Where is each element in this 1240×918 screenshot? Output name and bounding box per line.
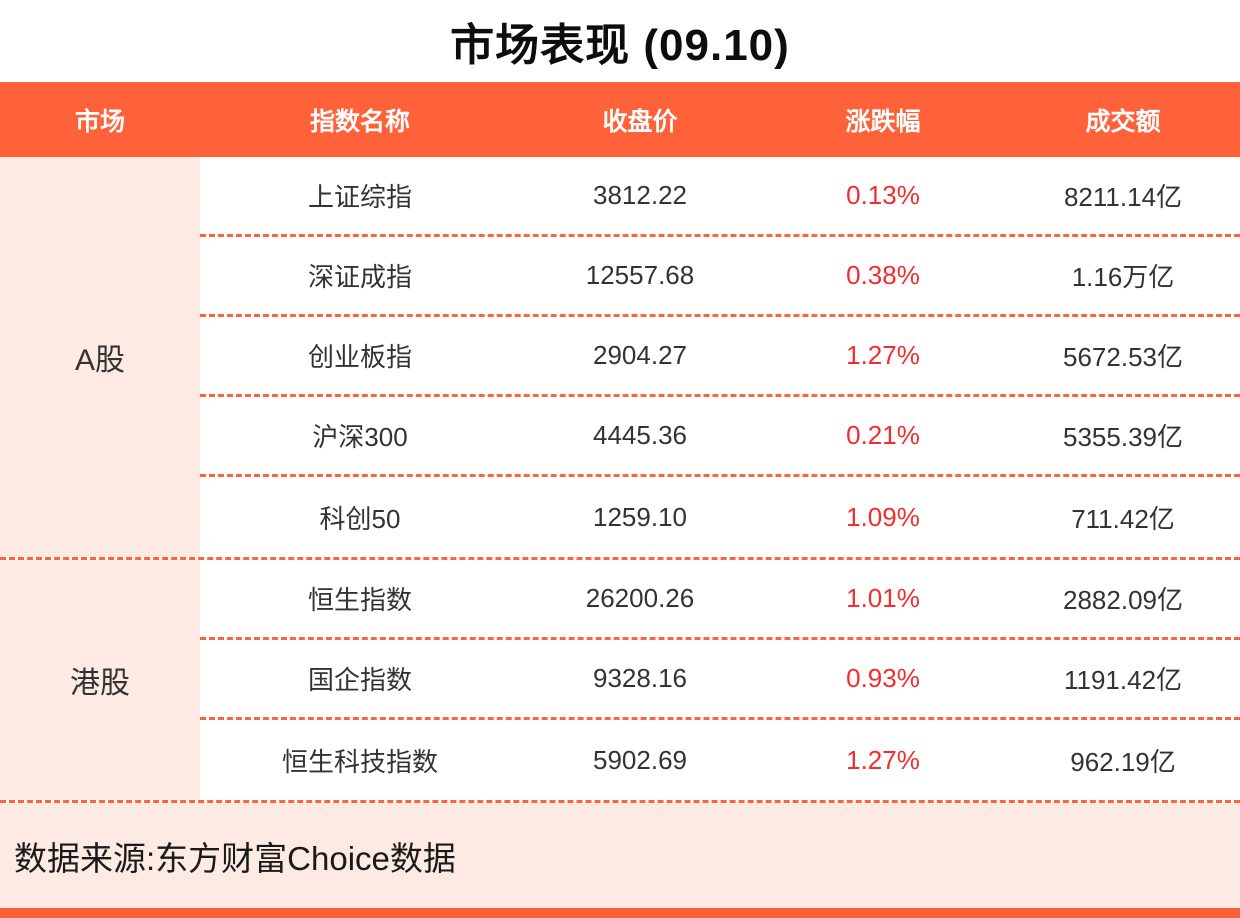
index-name-cell: 创业板指 xyxy=(307,342,412,372)
index-name-cell: 恒生指数 xyxy=(307,585,412,615)
index-name-cell: 恒生科技指数 xyxy=(281,746,438,777)
turnover-cell: 5355.39亿 xyxy=(1063,422,1183,452)
table-row: 恒生科技指数 5902.69 1.27% 962.19亿 xyxy=(200,720,1240,800)
turnover-cell: 962.19亿 xyxy=(1070,746,1176,777)
bottom-accent-bar xyxy=(0,908,1240,918)
change-percent-cell: 1.27% xyxy=(846,340,920,370)
index-name-cell: 沪深300 xyxy=(312,422,408,452)
index-name-cell: 国企指数 xyxy=(307,665,412,695)
close-price-cell: 12557.68 xyxy=(585,260,695,290)
close-price-cell: 3812.22 xyxy=(593,180,687,210)
close-price-cell: 4445.36 xyxy=(593,420,687,450)
header-change-percent: 涨跌幅 xyxy=(845,107,921,136)
table-row: 国企指数 9328.16 0.93% 1191.42亿 xyxy=(200,640,1240,720)
turnover-cell: 1191.42亿 xyxy=(1063,665,1183,695)
close-price-cell: 9328.16 xyxy=(593,663,687,693)
a-shares-rows: 上证综指 3812.22 0.13% 8211.14亿 深证成指 12557.6… xyxy=(200,157,1240,557)
market-group-a-shares: A股 上证综指 3812.22 0.13% 8211.14亿 深证成指 1255… xyxy=(0,157,1240,560)
table-row: 科创50 1259.10 1.09% 711.42亿 xyxy=(200,477,1240,557)
close-price-cell: 2904.27 xyxy=(593,340,687,370)
change-percent-cell: 1.27% xyxy=(846,744,920,775)
change-percent-cell: 1.01% xyxy=(846,583,920,613)
table-row: 深证成指 12557.68 0.38% 1.16万亿 xyxy=(200,237,1240,317)
change-percent-cell: 0.13% xyxy=(846,180,920,210)
market-label-a-shares: A股 xyxy=(0,157,200,557)
table-row: 创业板指 2904.27 1.27% 5672.53亿 xyxy=(200,317,1240,397)
hk-shares-rows: 恒生指数 26200.26 1.01% 2882.09亿 国企指数 9328.1… xyxy=(200,560,1240,800)
title-bar: 市场表现 (09.10) xyxy=(0,0,1240,82)
turnover-cell: 5672.53亿 xyxy=(1063,342,1183,372)
close-price-cell: 1259.10 xyxy=(593,501,687,532)
close-price-cell: 26200.26 xyxy=(585,583,695,613)
change-percent-cell: 1.09% xyxy=(846,501,920,532)
data-source-text: 数据来源:东方财富Choice数据 xyxy=(14,839,456,877)
header-turnover: 成交额 xyxy=(1085,107,1161,136)
index-name-cell: 上证综指 xyxy=(307,182,412,212)
change-percent-cell: 0.21% xyxy=(846,420,920,450)
table-header-row: 市场 指数名称 收盘价 涨跌幅 成交额 xyxy=(0,82,1240,157)
table-row: 沪深300 4445.36 0.21% 5355.39亿 xyxy=(200,397,1240,477)
index-name-cell: 深证成指 xyxy=(307,262,412,292)
table-row: 上证综指 3812.22 0.13% 8211.14亿 xyxy=(200,157,1240,237)
index-name-cell: 科创50 xyxy=(319,503,401,534)
page-title: 市场表现 (09.10) xyxy=(450,21,790,70)
turnover-cell: 2882.09亿 xyxy=(1063,585,1183,615)
turnover-cell: 8211.14亿 xyxy=(1063,182,1183,212)
market-label-hk-shares: 港股 xyxy=(0,560,200,800)
header-market: 市场 xyxy=(74,107,125,136)
market-group-hk-shares: 港股 恒生指数 26200.26 1.01% 2882.09亿 国企指数 932… xyxy=(0,560,1240,803)
change-percent-cell: 0.38% xyxy=(846,260,920,290)
close-price-cell: 5902.69 xyxy=(593,744,687,775)
turnover-cell: 1.16万亿 xyxy=(1071,262,1175,292)
header-index-name: 指数名称 xyxy=(309,107,410,136)
table-row: 恒生指数 26200.26 1.01% 2882.09亿 xyxy=(200,560,1240,640)
source-bar: 数据来源:东方财富Choice数据 xyxy=(0,803,1240,908)
change-percent-cell: 0.93% xyxy=(846,663,920,693)
table-body: A股 上证综指 3812.22 0.13% 8211.14亿 深证成指 1255… xyxy=(0,157,1240,803)
turnover-cell: 711.42亿 xyxy=(1071,503,1175,534)
header-close-price: 收盘价 xyxy=(602,107,678,136)
